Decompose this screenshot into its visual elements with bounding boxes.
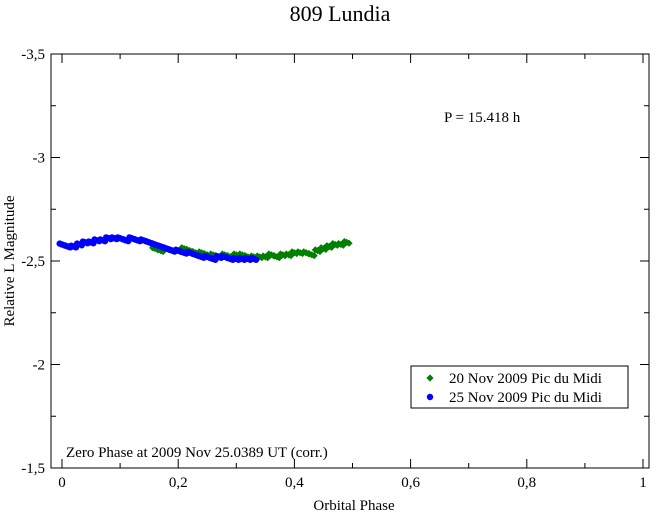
period-annotation: P = 15.418 h <box>444 110 521 126</box>
chart-title: 809 Lundia <box>290 1 391 26</box>
series-2 <box>56 234 260 263</box>
x-tick-label: 0,4 <box>285 475 304 491</box>
data-point <box>345 239 353 247</box>
x-axis-label: Orbital Phase <box>313 498 395 512</box>
x-tick-label: 0,2 <box>169 475 188 491</box>
y-tick-label: -2 <box>33 358 46 374</box>
data-points <box>56 234 353 263</box>
x-tick-label: 0 <box>58 475 66 491</box>
axis-ticks <box>51 53 649 469</box>
data-point <box>322 245 330 254</box>
data-point <box>316 247 324 256</box>
y-axis-label: Relative L Magnitude <box>2 195 18 326</box>
legend-marker <box>426 374 434 382</box>
y-tick-label: -2,5 <box>21 254 45 270</box>
x-tick-label: 0,8 <box>517 475 536 491</box>
data-point <box>252 256 260 263</box>
legend-box <box>410 365 629 409</box>
x-tick-label: 1 <box>639 475 647 491</box>
data-point <box>310 252 318 260</box>
legend-label: 25 Nov 2009 Pic du Midi <box>449 390 602 406</box>
legend: 20 Nov 2009 Pic du Midi 25 Nov 2009 Pic d… <box>410 365 629 409</box>
y-tick-label: -3,5 <box>21 47 45 63</box>
legend-label: 20 Nov 2009 Pic du Midi <box>449 371 602 387</box>
x-tick-label: 0,6 <box>401 475 420 491</box>
zero-phase-annotation: Zero Phase at 2009 Nov 25.0389 UT (corr.… <box>66 445 328 461</box>
y-tick-label: -3 <box>33 151 46 167</box>
legend-marker <box>426 393 434 401</box>
axis-tick-labels: 0 0,2 0,4 0,6 0,8 1 -3,5 -3 -2,5 -2 -1,5 <box>21 47 647 491</box>
y-tick-label: -1,5 <box>21 461 45 477</box>
